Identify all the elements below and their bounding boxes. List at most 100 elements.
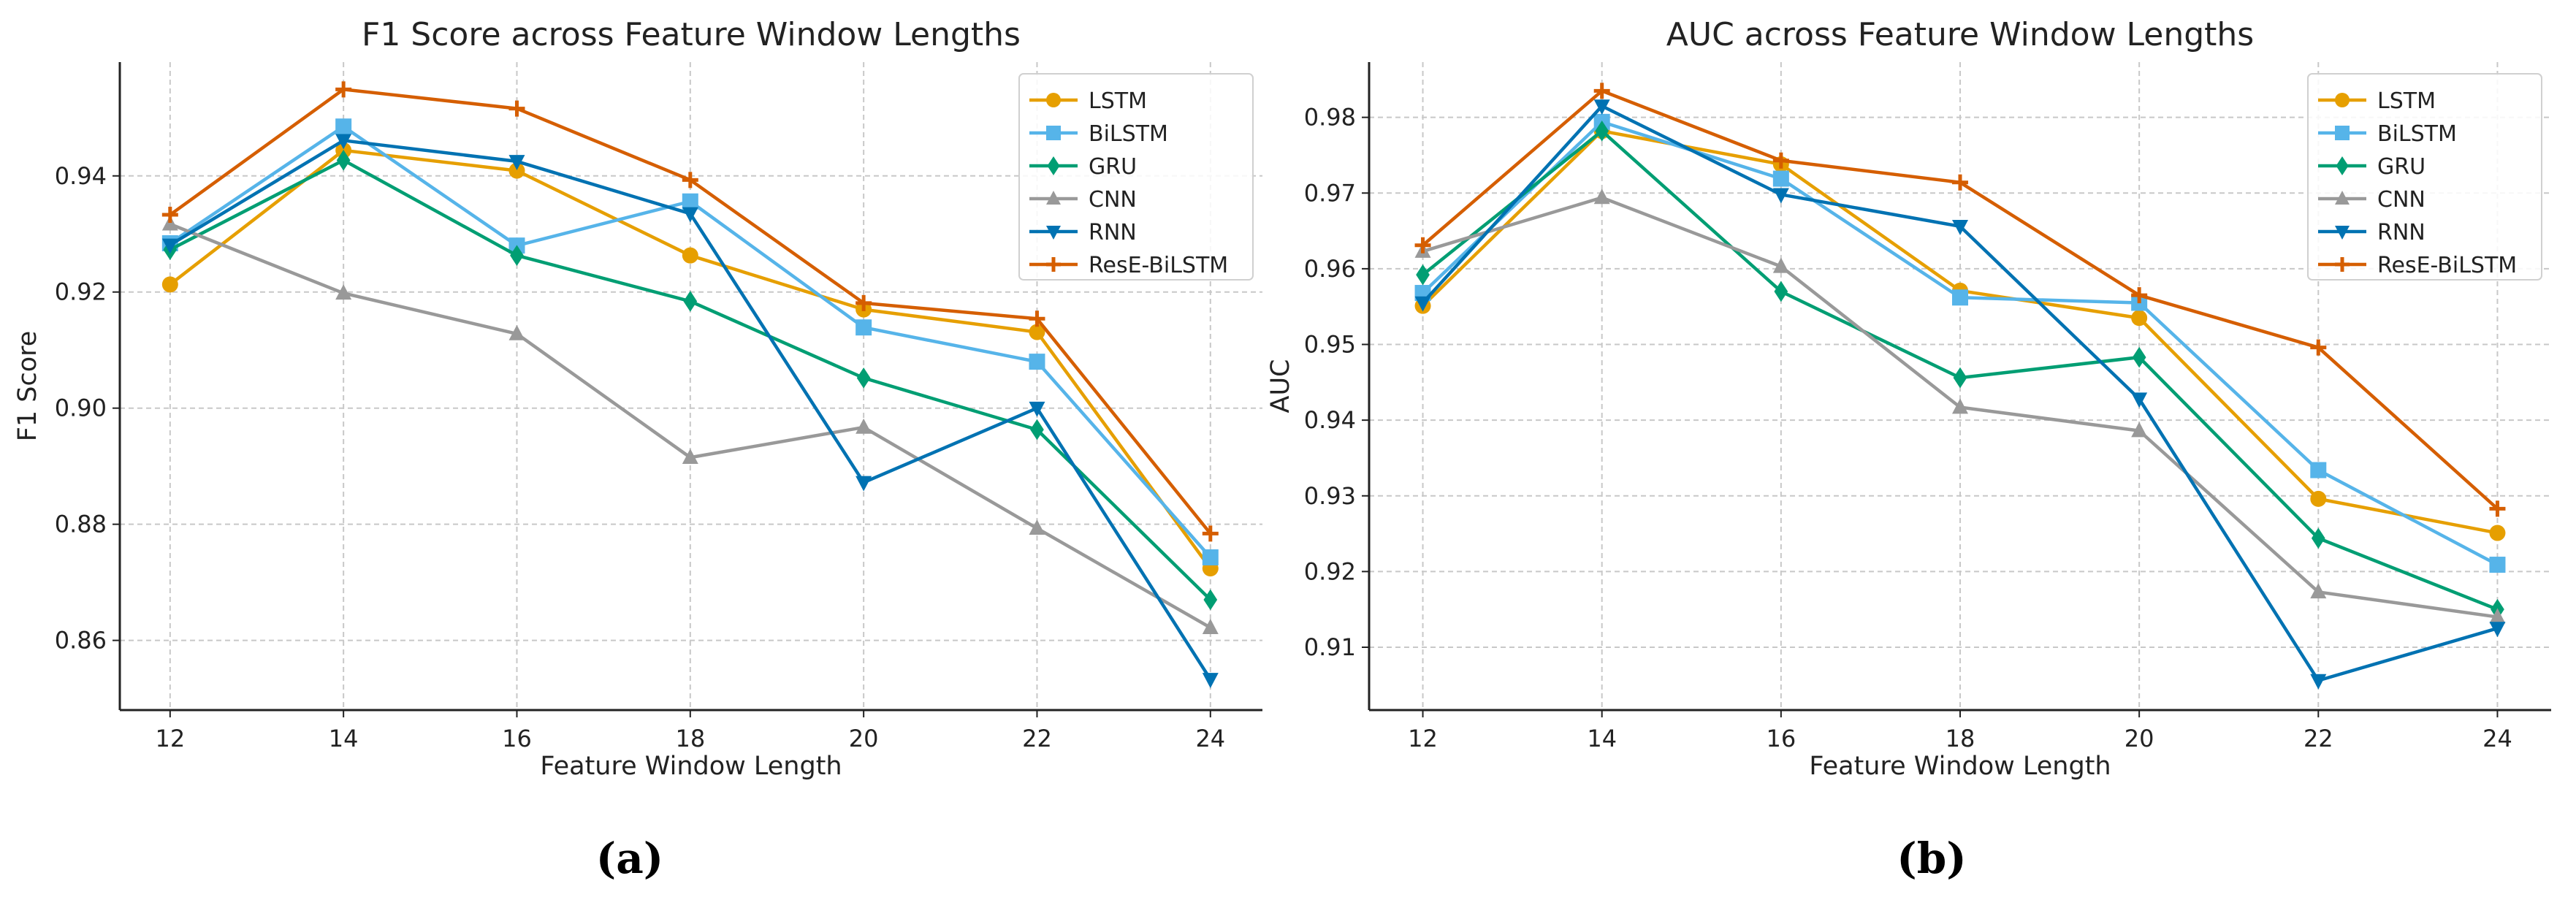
y-tick-label: 0.98	[1304, 104, 1356, 131]
x-tick-label: 16	[502, 725, 532, 752]
legend-label: BiLSTM	[1089, 121, 1168, 147]
legend-item: LSTM	[2318, 88, 2436, 114]
legend-item: RNN	[1029, 220, 1137, 245]
legend-item: RNN	[2318, 220, 2426, 245]
x-tick-label: 14	[1587, 725, 1617, 752]
square-marker	[1772, 170, 1789, 187]
square-marker	[2310, 462, 2327, 478]
triangle-down-marker	[161, 238, 178, 254]
triangle-down-marker	[335, 134, 352, 150]
diamond-marker	[510, 245, 524, 266]
x-tick-label: 24	[2482, 725, 2512, 752]
y-tick-label: 0.92	[1304, 557, 1356, 585]
triangle-up-marker	[1772, 257, 1789, 273]
y-axis-label: AUC	[1266, 359, 1295, 413]
y-tick-label: 0.93	[1304, 482, 1356, 510]
diamond-marker	[1595, 120, 1609, 142]
chart-title: AUC across Feature Window Lengths	[1666, 16, 2254, 53]
triangle-down-marker	[1046, 226, 1061, 240]
circle-marker	[682, 247, 698, 264]
square-marker	[682, 193, 698, 210]
legend-item: LSTM	[1029, 88, 1147, 114]
triangle-up-marker	[856, 418, 872, 434]
square-marker	[1202, 549, 1219, 565]
diamond-marker	[856, 367, 871, 389]
y-tick-label: 0.86	[55, 627, 107, 655]
y-tick-label: 0.94	[55, 162, 107, 190]
circle-marker	[508, 162, 525, 179]
plus-marker	[682, 172, 698, 188]
x-tick-label: 14	[329, 725, 359, 752]
x-tick-label: 20	[2125, 725, 2154, 752]
triangle-up-marker	[2489, 608, 2506, 624]
triangle-down-marker	[2310, 674, 2327, 690]
circle-marker	[2310, 490, 2327, 507]
circle-marker	[2489, 525, 2506, 541]
diamond-marker	[336, 150, 351, 171]
legend-item: ResE-BiLSTM	[1029, 253, 1228, 278]
legend-label: ResE-BiLSTM	[1089, 253, 1228, 278]
triangle-up-marker	[1029, 519, 1045, 535]
series-rnn	[1414, 99, 2506, 690]
square-marker	[1952, 289, 1968, 306]
legend-item: CNN	[2318, 187, 2426, 213]
y-tick-label: 0.90	[55, 394, 107, 422]
plus-marker	[2310, 339, 2327, 356]
y-tick-label: 0.97	[1304, 179, 1356, 207]
x-tick-label: 20	[849, 725, 879, 752]
triangle-up-marker	[1202, 619, 1219, 634]
triangle-up-marker	[1046, 191, 1061, 205]
legend-label: RNN	[1089, 220, 1137, 245]
diamond-marker	[2132, 346, 2146, 368]
legend-label: LSTM	[2377, 88, 2436, 114]
triangle-down-marker	[2335, 226, 2350, 240]
plus-marker	[1414, 237, 1431, 253]
legend-label: RNN	[2377, 220, 2426, 245]
circle-marker	[1029, 324, 1045, 340]
triangle-up-marker	[161, 215, 178, 231]
subfigure-caption: (a)	[596, 834, 663, 883]
triangle-down-marker	[2489, 622, 2506, 638]
x-tick-label: 12	[1408, 725, 1438, 752]
triangle-up-marker	[1593, 188, 1610, 205]
legend-item: GRU	[2318, 154, 2426, 180]
legend-label: ResE-BiLSTM	[2377, 253, 2517, 278]
legend-label: BiLSTM	[2377, 121, 2457, 147]
x-axis-label: Feature Window Length	[1809, 752, 2111, 781]
series-cnn	[1414, 188, 2506, 624]
series-rese-bilstm	[1414, 83, 2506, 517]
diamond-marker	[1774, 281, 1788, 302]
y-axis-label: F1 Score	[13, 331, 42, 442]
diamond-marker	[683, 291, 698, 312]
diamond-marker	[2311, 527, 2325, 549]
legend-item: BiLSTM	[1029, 121, 1168, 147]
square-marker	[1046, 126, 1061, 140]
y-tick-label: 0.95	[1304, 331, 1356, 359]
x-tick-label: 16	[1766, 725, 1796, 752]
legend-label: CNN	[2377, 187, 2426, 213]
diamond-marker	[1416, 264, 1430, 286]
series-cnn	[161, 215, 1219, 634]
legend-box	[2307, 73, 2542, 281]
subfigure-caption: (b)	[1897, 834, 1966, 883]
chart-f1: 12 14 16 18 20 22 24 0.86 0.88 0.90 0.92 0.94 F1 Sco…	[13, 16, 1262, 883]
triangle-up-marker	[2131, 422, 2148, 438]
triangle-up-marker	[2335, 191, 2350, 205]
triangle-down-marker	[1414, 296, 1431, 312]
x-tick-label: 24	[1195, 725, 1225, 752]
triangle-down-marker	[856, 476, 872, 492]
plus-marker	[2131, 287, 2148, 304]
circle-marker	[1046, 93, 1061, 107]
plus-marker	[2489, 500, 2506, 517]
square-marker	[856, 319, 872, 336]
legend-item: GRU	[1029, 154, 1137, 180]
series-rnn	[161, 134, 1219, 688]
legend-box	[1018, 73, 1254, 281]
square-marker	[335, 118, 352, 135]
plus-marker	[2335, 257, 2350, 272]
triangle-down-marker	[2131, 392, 2148, 408]
legend-item: ResE-BiLSTM	[2318, 253, 2517, 278]
plus-marker	[856, 294, 872, 311]
chart-auc: 12 14 16 18 20 22 24 0.91 0.92 0.93 0.94 0.95 0.96 0.…	[1266, 16, 2551, 883]
legend: LSTM BiLSTM GRU CNN RNN ResE-BiLSTM	[1018, 73, 1254, 281]
